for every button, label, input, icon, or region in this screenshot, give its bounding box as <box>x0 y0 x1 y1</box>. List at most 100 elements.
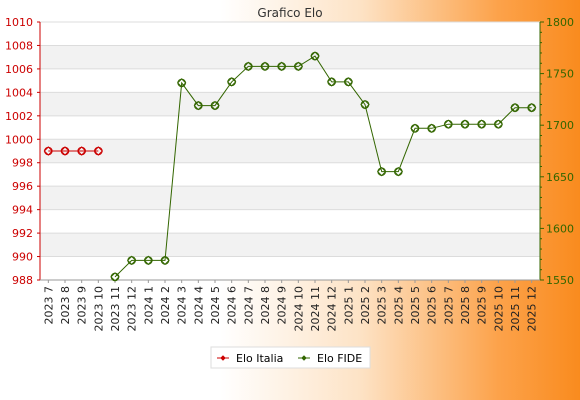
x-tick-label: 2025 7 <box>442 286 455 325</box>
x-tick-label: 2025 9 <box>476 286 489 325</box>
legend-label: Elo FIDE <box>317 352 362 365</box>
left-tick-label: 990 <box>12 251 33 264</box>
data-point-ring <box>44 146 53 156</box>
left-tick-label: 994 <box>12 204 33 217</box>
data-point-ring <box>60 146 70 156</box>
series-elo-italia <box>43 146 104 156</box>
x-tick-label: 2025 4 <box>392 286 405 325</box>
data-point-ring <box>260 62 270 71</box>
x-tick-label: 2024 4 <box>192 286 205 325</box>
series-elo-fide <box>110 51 537 282</box>
x-tick-label: 2023 8 <box>59 286 72 325</box>
data-point-ring <box>227 77 236 87</box>
plot-band <box>40 92 540 116</box>
x-tick-label: 2025 6 <box>426 286 439 325</box>
x-tick-label: 2025 11 <box>509 286 522 332</box>
x-tick-label: 2024 6 <box>226 286 239 325</box>
data-point-ring <box>427 123 436 133</box>
legend: Elo Italia Elo FIDE <box>210 346 371 369</box>
x-tick-label: 2023 9 <box>76 286 89 325</box>
data-point-ring <box>410 123 420 133</box>
x-tick-label: 2024 7 <box>242 286 255 325</box>
data-point-ring <box>210 101 220 110</box>
right-tick-label: 1700 <box>546 119 574 132</box>
plot-band <box>40 45 540 69</box>
x-tick-label: 2025 8 <box>459 286 472 325</box>
x-tick-label: 2024 5 <box>209 286 222 325</box>
x-tick-label: 2024 3 <box>176 286 189 325</box>
grid-lines <box>40 21 540 281</box>
x-tick-label: 2024 10 <box>292 286 305 332</box>
data-point-ring <box>127 256 136 265</box>
data-point-ring <box>110 272 120 282</box>
data-point-ring <box>344 77 353 87</box>
series-layer <box>43 51 537 282</box>
x-tick-label: 2024 11 <box>309 286 322 332</box>
data-point-ring <box>77 146 86 156</box>
right-tick-label: 1600 <box>546 222 574 235</box>
left-tick-label: 1000 <box>5 133 33 146</box>
legend-label: Elo Italia <box>236 352 283 365</box>
plot-band <box>40 209 540 234</box>
data-point-ring <box>510 103 520 112</box>
chart-title: Grafico Elo <box>257 6 322 20</box>
plot-band <box>40 139 540 163</box>
x-tick-label: 2023 10 <box>92 286 105 332</box>
right-axis-ticks: 1550 1600 1650 1700 1750 1800 <box>540 16 574 287</box>
x-axis-ticks: 2023 7 2023 8 2023 9 2023 10 2023 11 2023 12 2… <box>42 280 539 332</box>
data-point-ring <box>444 119 453 129</box>
left-tick-label: 1010 <box>5 16 33 29</box>
left-tick-label: 1004 <box>5 86 33 99</box>
data-point-ring <box>477 119 486 129</box>
x-tick-label: 2024 1 <box>142 286 155 325</box>
x-tick-label: 2025 3 <box>376 286 389 325</box>
plot-background <box>40 22 540 280</box>
data-point-ring <box>327 77 336 87</box>
left-tick-label: 996 <box>12 180 33 193</box>
data-point-ring <box>310 51 320 61</box>
x-tick-label: 2023 12 <box>126 286 139 332</box>
legend-box <box>210 346 371 369</box>
plot-band <box>40 68 540 93</box>
x-tick-label: 2023 11 <box>109 286 122 332</box>
x-tick-label: 2025 12 <box>526 286 539 332</box>
plot-band <box>40 256 540 280</box>
data-point-ring <box>360 100 370 109</box>
plot-band <box>40 115 540 140</box>
legend-marker <box>301 355 307 361</box>
data-point-ring <box>277 62 286 71</box>
data-point-ring <box>527 103 536 112</box>
data-point-ring <box>177 78 186 88</box>
right-tick-label: 1550 <box>546 274 574 287</box>
data-point-ring <box>194 101 203 110</box>
right-tick-label: 1650 <box>546 171 574 184</box>
x-tick-label: 2025 5 <box>409 286 422 325</box>
data-point-ring <box>394 167 403 176</box>
plot-band <box>40 233 540 257</box>
data-point-ring <box>294 62 303 71</box>
data-point-ring <box>244 62 253 71</box>
axes <box>39 22 541 281</box>
x-tick-label: 2025 1 <box>342 286 355 325</box>
data-point-ring <box>377 167 386 176</box>
plot-band <box>40 22 540 46</box>
x-tick-label: 2024 8 <box>259 286 272 325</box>
x-tick-label: 2025 10 <box>492 286 505 332</box>
legend-marker <box>220 355 226 361</box>
x-tick-label: 2024 12 <box>326 286 339 332</box>
data-point-ring <box>144 256 153 265</box>
x-tick-label: 2024 9 <box>276 286 289 325</box>
left-tick-label: 988 <box>12 274 33 287</box>
x-tick-label: 2024 2 <box>159 286 172 325</box>
left-tick-label: 998 <box>12 157 33 170</box>
data-point-ring <box>460 119 470 129</box>
data-point-ring <box>160 256 170 265</box>
right-tick-label: 1800 <box>546 16 574 29</box>
plot-band <box>40 186 540 210</box>
left-tick-label: 1002 <box>5 110 33 123</box>
left-tick-label: 992 <box>12 227 33 240</box>
left-tick-label: 1006 <box>5 63 33 76</box>
x-tick-label: 2023 7 <box>42 286 55 325</box>
